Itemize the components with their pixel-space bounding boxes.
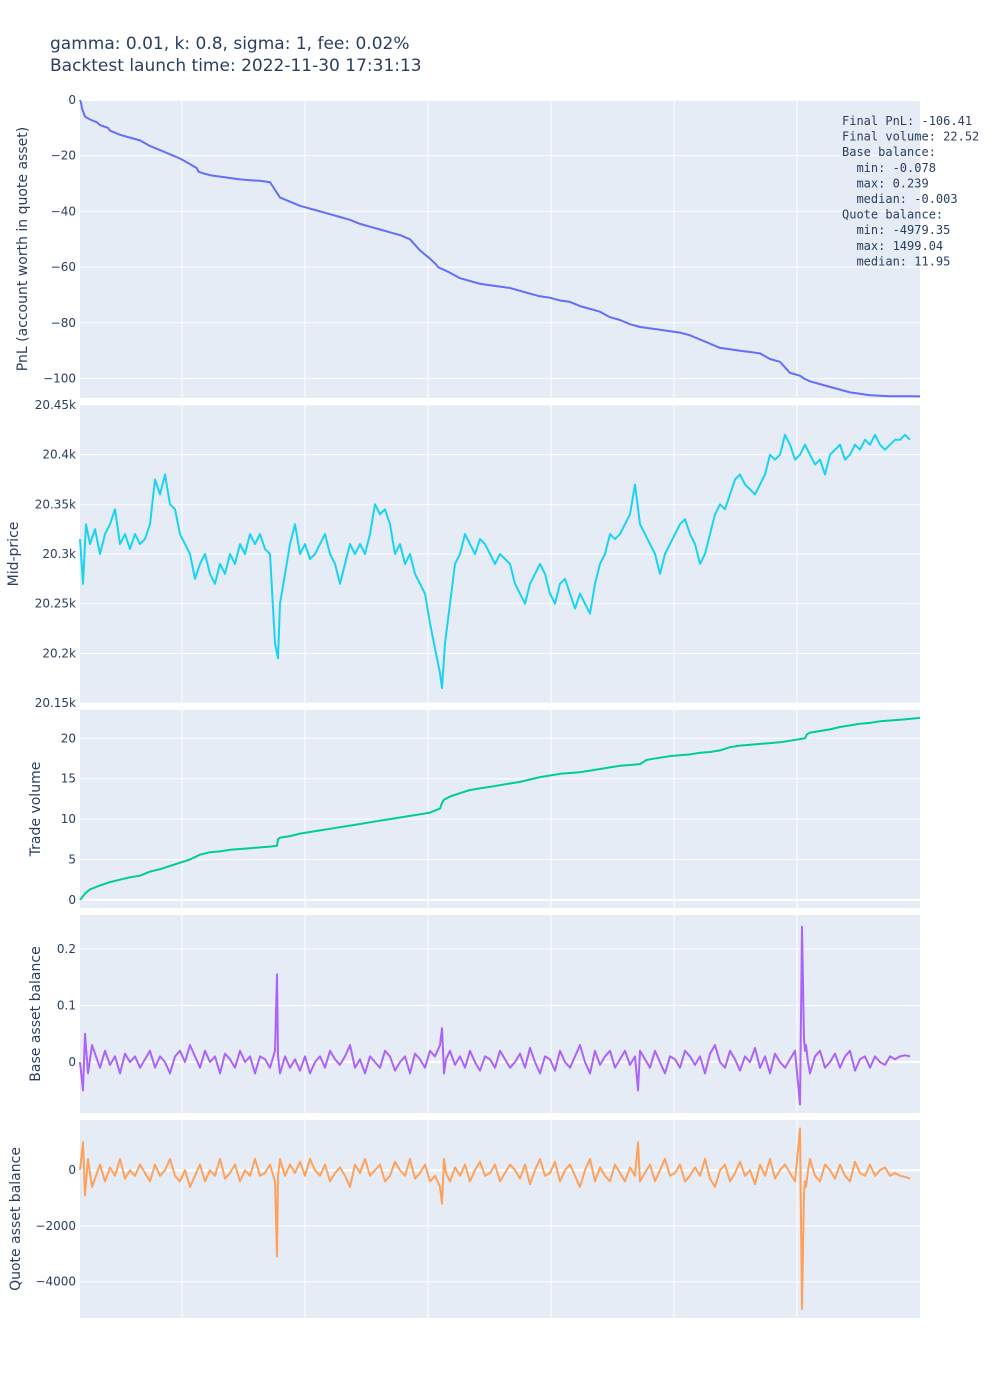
annotation-line: min: -4979.35 [842, 223, 950, 237]
y-tick-label: 0 [68, 893, 76, 907]
y-tick-label: 0 [68, 1055, 76, 1069]
annotation-line: min: -0.078 [842, 161, 936, 175]
y-tick-label: 15 [61, 772, 76, 786]
subplot-quote-balance: 0 −2000 −4000 Quote asset balance [8, 1120, 920, 1318]
y-tick-label: −80 [51, 316, 76, 330]
subplot-trade-volume: 0 5 10 15 20 Trade volume [28, 710, 921, 908]
plot-area-quote-balance [80, 1120, 920, 1318]
y-tick-label: 5 [68, 853, 76, 867]
annotation-line: Quote balance: [842, 208, 943, 222]
y-tick-label: −60 [51, 260, 76, 274]
y-tick-label: −4000 [35, 1275, 76, 1289]
subplot-base-balance: 0 0.1 0.2 Base asset balance [28, 915, 920, 1113]
chart-subtitle: Backtest launch time: 2022-11-30 17:31:1… [50, 56, 422, 76]
y-axis-label: Base asset balance [28, 946, 44, 1081]
subplot-pnl: 0 −20 −40 −60 −80 −100 PnL (account worth in q… [15, 93, 921, 398]
annotation-line: max: 0.239 [842, 176, 929, 190]
y-tick-label: 20.35k [35, 497, 76, 511]
stats-annotation: Final PnL: -106.41 Final volume: 22.52Bas… [842, 114, 979, 268]
y-tick-label: 20.2k [42, 646, 76, 660]
y-axis-label: Trade volume [28, 762, 44, 858]
chart-title: gamma: 0.01, k: 0.8, sigma: 1, fee: 0.02… [50, 34, 410, 54]
y-tick-label: 20 [61, 731, 76, 745]
series-line-trade-volume [79, 716, 921, 901]
y-tick-label: 0.2 [57, 942, 76, 956]
y-tick-label: 20.15k [35, 696, 76, 710]
y-tick-label: −40 [51, 204, 76, 218]
y-tick-label: 20.4k [42, 448, 76, 462]
y-axis-label: Quote asset balance [8, 1147, 24, 1291]
annotation-line: max: 1499.04 [842, 239, 943, 253]
annotation-line: median: -0.003 [842, 192, 958, 206]
plot-area-pnl [80, 100, 920, 398]
y-tick-label: 0 [68, 1163, 76, 1177]
y-tick-label: 0.1 [57, 999, 76, 1013]
y-tick-label: 20.3k [42, 547, 76, 561]
series-line-quote-balance [79, 1127, 911, 1310]
annotation-line: Base balance: [842, 145, 936, 159]
y-tick-label: −2000 [35, 1219, 76, 1233]
series-line-pnl [79, 99, 921, 398]
subplot-mid-price: 20.15k 20.2k 20.25k 20.3k 20.35k 20.4k 20.45k M… [6, 398, 920, 710]
annotation-line: Final volume: 22.52 [842, 130, 979, 144]
y-tick-label: −20 [51, 149, 76, 163]
plot-area-base-balance [80, 915, 920, 1113]
series-line-mid-price [79, 433, 911, 690]
y-tick-label: 0 [68, 93, 76, 107]
annotation-line: Final PnL: -106.41 [842, 114, 972, 128]
y-tick-label: 20.25k [35, 597, 76, 611]
y-axis-label: PnL (account worth in quote asset) [15, 127, 31, 371]
annotation-line: median: 11.95 [842, 254, 950, 268]
y-tick-label: 10 [61, 812, 76, 826]
y-axis-label: Mid-price [6, 522, 22, 587]
y-tick-label: 20.45k [35, 398, 76, 412]
y-tick-label: −100 [43, 372, 76, 386]
series-line-base-balance [79, 925, 911, 1106]
